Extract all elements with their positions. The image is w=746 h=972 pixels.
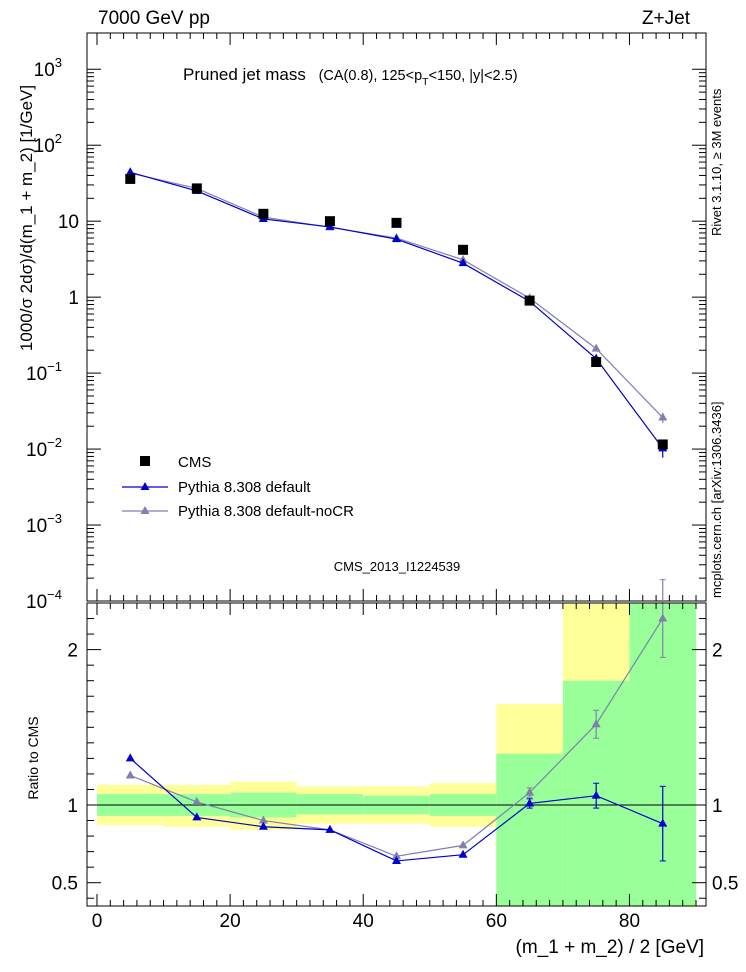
upper-y-axis-label: 1000/σ 2dσ)/d(m_1 + m_2) [1/GeV] — [17, 85, 36, 351]
lower-y-tick-label-right: 2 — [712, 641, 723, 662]
upper-data-point — [458, 244, 469, 255]
plot-title-detail-sub: T — [422, 76, 429, 88]
upper-series-line — [130, 172, 664, 418]
ratio-point — [125, 770, 135, 779]
upper-series-line — [130, 171, 664, 449]
upper-data-point — [591, 357, 602, 368]
upper-point — [458, 258, 468, 267]
legend-marker-nocr — [140, 506, 150, 514]
legend: CMS Pythia 8.308 default Pythia 8.308 de… — [122, 454, 354, 520]
lower-y-tick-label: 0.5 — [52, 874, 78, 895]
ratio-point — [192, 812, 202, 821]
upper-point — [591, 343, 601, 352]
lower-y-tick-label: 1 — [67, 796, 78, 817]
upper-y-tick-label: 102 — [34, 131, 62, 157]
plot-title: Pruned jet mass (CA(0.8), 125<pT<150, |y… — [183, 65, 518, 88]
upper-data-point — [657, 439, 668, 450]
ratio-plot: 0.5 0.51 12 20 20 40 60 80 — [52, 579, 738, 932]
ratio-point — [591, 719, 601, 728]
ratio-point — [192, 796, 202, 805]
upper-point — [392, 234, 401, 243]
upper-y-tick-label: 10−3 — [26, 511, 62, 537]
ratio-point — [392, 855, 401, 864]
upper-y-tick-label: 103 — [34, 55, 62, 81]
ratio-point — [258, 821, 268, 830]
upper-data-point — [191, 183, 202, 194]
lower-frame — [86, 602, 707, 907]
rivet-side-label: Rivet 3.1.10, ≥ 3M events — [709, 88, 724, 236]
upper-y-tick-label: 10−1 — [26, 359, 62, 385]
ratio-point — [525, 787, 535, 796]
upper-data-point — [391, 217, 402, 228]
upper-data-point — [324, 216, 335, 227]
upper-frame — [86, 32, 707, 602]
legend-marker-default — [140, 482, 150, 490]
ratio-point — [458, 840, 468, 849]
ratio-inner-band — [296, 794, 364, 815]
analysis-id-watermark: CMS_2013_I1224539 — [334, 559, 461, 574]
upper-y-tick-label: 10 — [58, 212, 79, 233]
lower-y-tick-label-right: 1 — [712, 796, 723, 817]
ratio-point — [392, 851, 401, 860]
upper-point — [125, 167, 135, 176]
x-tick-label: 60 — [486, 911, 507, 932]
lower-y-axis-label: Ratio to CMS — [25, 716, 41, 799]
lower-y-tick-label-right: 0.5 — [712, 874, 738, 895]
x-tick-label: 0 — [92, 911, 103, 932]
upper-y-tick-label: 10−2 — [26, 435, 62, 461]
plot-title-main: Pruned jet mass — [183, 65, 306, 84]
x-tick-label: 20 — [220, 911, 241, 932]
legend-label-cms: CMS — [178, 454, 211, 471]
ratio-point — [125, 753, 135, 762]
header-left-label: 7000 GeV pp — [98, 8, 210, 29]
ratio-point — [658, 818, 668, 827]
upper-data-point — [125, 173, 136, 184]
plot-title-detail: (CA(0.8), 125<p — [319, 68, 423, 84]
ratio-point — [258, 815, 268, 824]
upper-y-tick-label: 10−4 — [26, 587, 62, 613]
header-right-label: Z+Jet — [642, 8, 691, 29]
x-tick-label: 80 — [619, 911, 640, 932]
legend-label-default: Pythia 8.308 default — [178, 479, 311, 496]
legend-marker-cms — [140, 456, 150, 466]
ratio-point — [325, 824, 335, 833]
x-axis-label: (m_1 + m_2) / 2 [GeV] — [516, 937, 705, 958]
x-tick-label: 40 — [353, 911, 374, 932]
ratio-point — [525, 798, 535, 807]
ratio-point — [458, 849, 468, 858]
legend-label-nocr: Pythia 8.308 default-noCR — [178, 503, 354, 520]
mcplots-side-label: mcplots.cern.ch [arXiv:1306.3436] — [709, 401, 724, 598]
plot-title-detail-tail: <150, |y|<2.5) — [429, 68, 518, 84]
ratio-point — [658, 613, 668, 622]
upper-point — [658, 412, 668, 421]
ratio-inner-band — [496, 753, 563, 906]
ratio-point — [591, 790, 601, 799]
upper-y-tick-label: 1 — [68, 288, 79, 309]
lower-y-tick-label: 2 — [67, 641, 78, 662]
upper-data-point — [524, 295, 535, 306]
upper-data-point — [258, 208, 269, 219]
